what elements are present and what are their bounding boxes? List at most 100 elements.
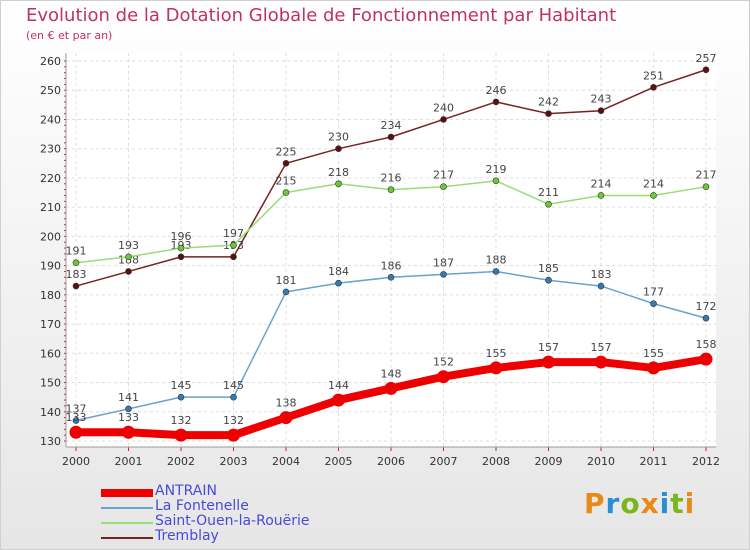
data-point bbox=[597, 192, 605, 199]
x-tick-label: 2001 bbox=[115, 455, 143, 468]
data-point bbox=[545, 276, 552, 284]
data-label: 133 bbox=[118, 411, 139, 424]
y-tick-label: 150 bbox=[40, 377, 61, 390]
data-point bbox=[282, 160, 290, 167]
data-point bbox=[492, 268, 500, 275]
data-label: 243 bbox=[591, 93, 612, 106]
data-label: 132 bbox=[171, 414, 192, 427]
data-label: 219 bbox=[486, 163, 507, 176]
y-tick-label: 260 bbox=[40, 55, 61, 68]
data-label: 196 bbox=[171, 230, 192, 243]
data-label: 217 bbox=[696, 169, 717, 182]
x-tick-label: 2000 bbox=[62, 455, 90, 468]
data-label: 217 bbox=[433, 169, 454, 182]
logo-letter: x bbox=[640, 487, 660, 520]
data-label: 186 bbox=[381, 259, 402, 272]
y-tick-label: 230 bbox=[40, 143, 61, 156]
data-label: 216 bbox=[381, 172, 402, 185]
legend-swatch bbox=[101, 537, 153, 539]
data-point bbox=[597, 107, 605, 114]
data-label: 234 bbox=[381, 119, 402, 132]
data-label: 158 bbox=[696, 338, 717, 351]
data-label: 183 bbox=[591, 268, 612, 281]
data-label: 187 bbox=[433, 256, 454, 269]
data-point bbox=[282, 189, 290, 196]
data-point bbox=[437, 370, 450, 384]
data-point bbox=[125, 253, 132, 261]
data-point bbox=[227, 428, 240, 442]
data-label: 144 bbox=[328, 379, 349, 392]
logo-letter: r bbox=[605, 487, 621, 520]
data-label: 225 bbox=[276, 145, 297, 158]
data-label: 177 bbox=[643, 286, 664, 299]
data-label: 138 bbox=[276, 397, 297, 410]
data-point bbox=[702, 66, 710, 74]
x-tick-label: 2005 bbox=[325, 455, 353, 468]
data-point bbox=[489, 361, 503, 375]
data-point bbox=[387, 133, 395, 141]
y-tick-label: 240 bbox=[40, 113, 61, 126]
data-label: 214 bbox=[643, 177, 664, 190]
x-tick-label: 2008 bbox=[482, 455, 510, 468]
data-point bbox=[72, 282, 80, 290]
data-label: 251 bbox=[643, 69, 664, 82]
data-point bbox=[594, 355, 608, 369]
data-point bbox=[440, 116, 447, 123]
data-point bbox=[335, 180, 342, 188]
data-label: 145 bbox=[171, 379, 192, 392]
data-point bbox=[177, 253, 185, 261]
logo-letter: i bbox=[659, 487, 671, 520]
data-point bbox=[72, 417, 80, 424]
data-label: 152 bbox=[433, 356, 454, 369]
x-tick-label: 2009 bbox=[535, 455, 563, 468]
data-point bbox=[702, 183, 710, 190]
data-point bbox=[699, 352, 713, 366]
data-label: 133 bbox=[66, 411, 87, 424]
data-label: 197 bbox=[223, 227, 244, 240]
data-label: 193 bbox=[118, 239, 139, 252]
y-tick-label: 200 bbox=[40, 230, 61, 243]
chart-subtitle: (en € et par an) bbox=[26, 29, 113, 42]
logo-letter: P bbox=[584, 487, 606, 520]
y-tick-label: 210 bbox=[40, 201, 61, 214]
data-point bbox=[542, 355, 555, 369]
data-label: 141 bbox=[118, 391, 139, 404]
data-point bbox=[282, 288, 290, 296]
y-tick-label: 180 bbox=[40, 289, 61, 302]
x-tick-label: 2004 bbox=[272, 455, 300, 468]
data-point bbox=[702, 314, 710, 322]
y-tick-label: 220 bbox=[40, 172, 61, 185]
legend-label: La Fontenelle bbox=[155, 498, 249, 514]
data-label: 240 bbox=[433, 101, 454, 114]
data-point bbox=[332, 393, 345, 407]
data-point bbox=[72, 259, 80, 266]
data-label: 172 bbox=[696, 300, 717, 313]
logo-letter: t bbox=[670, 487, 685, 520]
legend-label: Tremblay bbox=[155, 528, 219, 544]
data-label: 157 bbox=[591, 341, 612, 354]
data-label: 183 bbox=[66, 268, 87, 281]
data-label: 181 bbox=[276, 274, 297, 287]
y-tick-label: 250 bbox=[40, 84, 61, 97]
data-point bbox=[122, 425, 135, 439]
legend-label: ANTRAIN bbox=[155, 483, 217, 499]
data-label: 257 bbox=[696, 52, 717, 65]
data-label: 191 bbox=[66, 245, 87, 258]
data-point bbox=[230, 253, 237, 261]
legend-swatch bbox=[101, 507, 153, 509]
x-tick-label: 2012 bbox=[692, 455, 720, 468]
data-label: 246 bbox=[486, 84, 507, 97]
data-label: 218 bbox=[328, 166, 349, 179]
y-tick-label: 130 bbox=[40, 435, 61, 448]
data-point bbox=[650, 84, 657, 91]
data-label: 155 bbox=[486, 347, 507, 360]
data-point bbox=[387, 274, 395, 281]
plot-area bbox=[66, 53, 716, 447]
data-point bbox=[650, 192, 657, 199]
data-label: 184 bbox=[328, 265, 349, 278]
data-label: 137 bbox=[66, 403, 87, 416]
data-label: 155 bbox=[643, 347, 664, 360]
logo-letter: o bbox=[620, 487, 641, 520]
data-point bbox=[440, 271, 447, 278]
data-point bbox=[230, 393, 237, 401]
